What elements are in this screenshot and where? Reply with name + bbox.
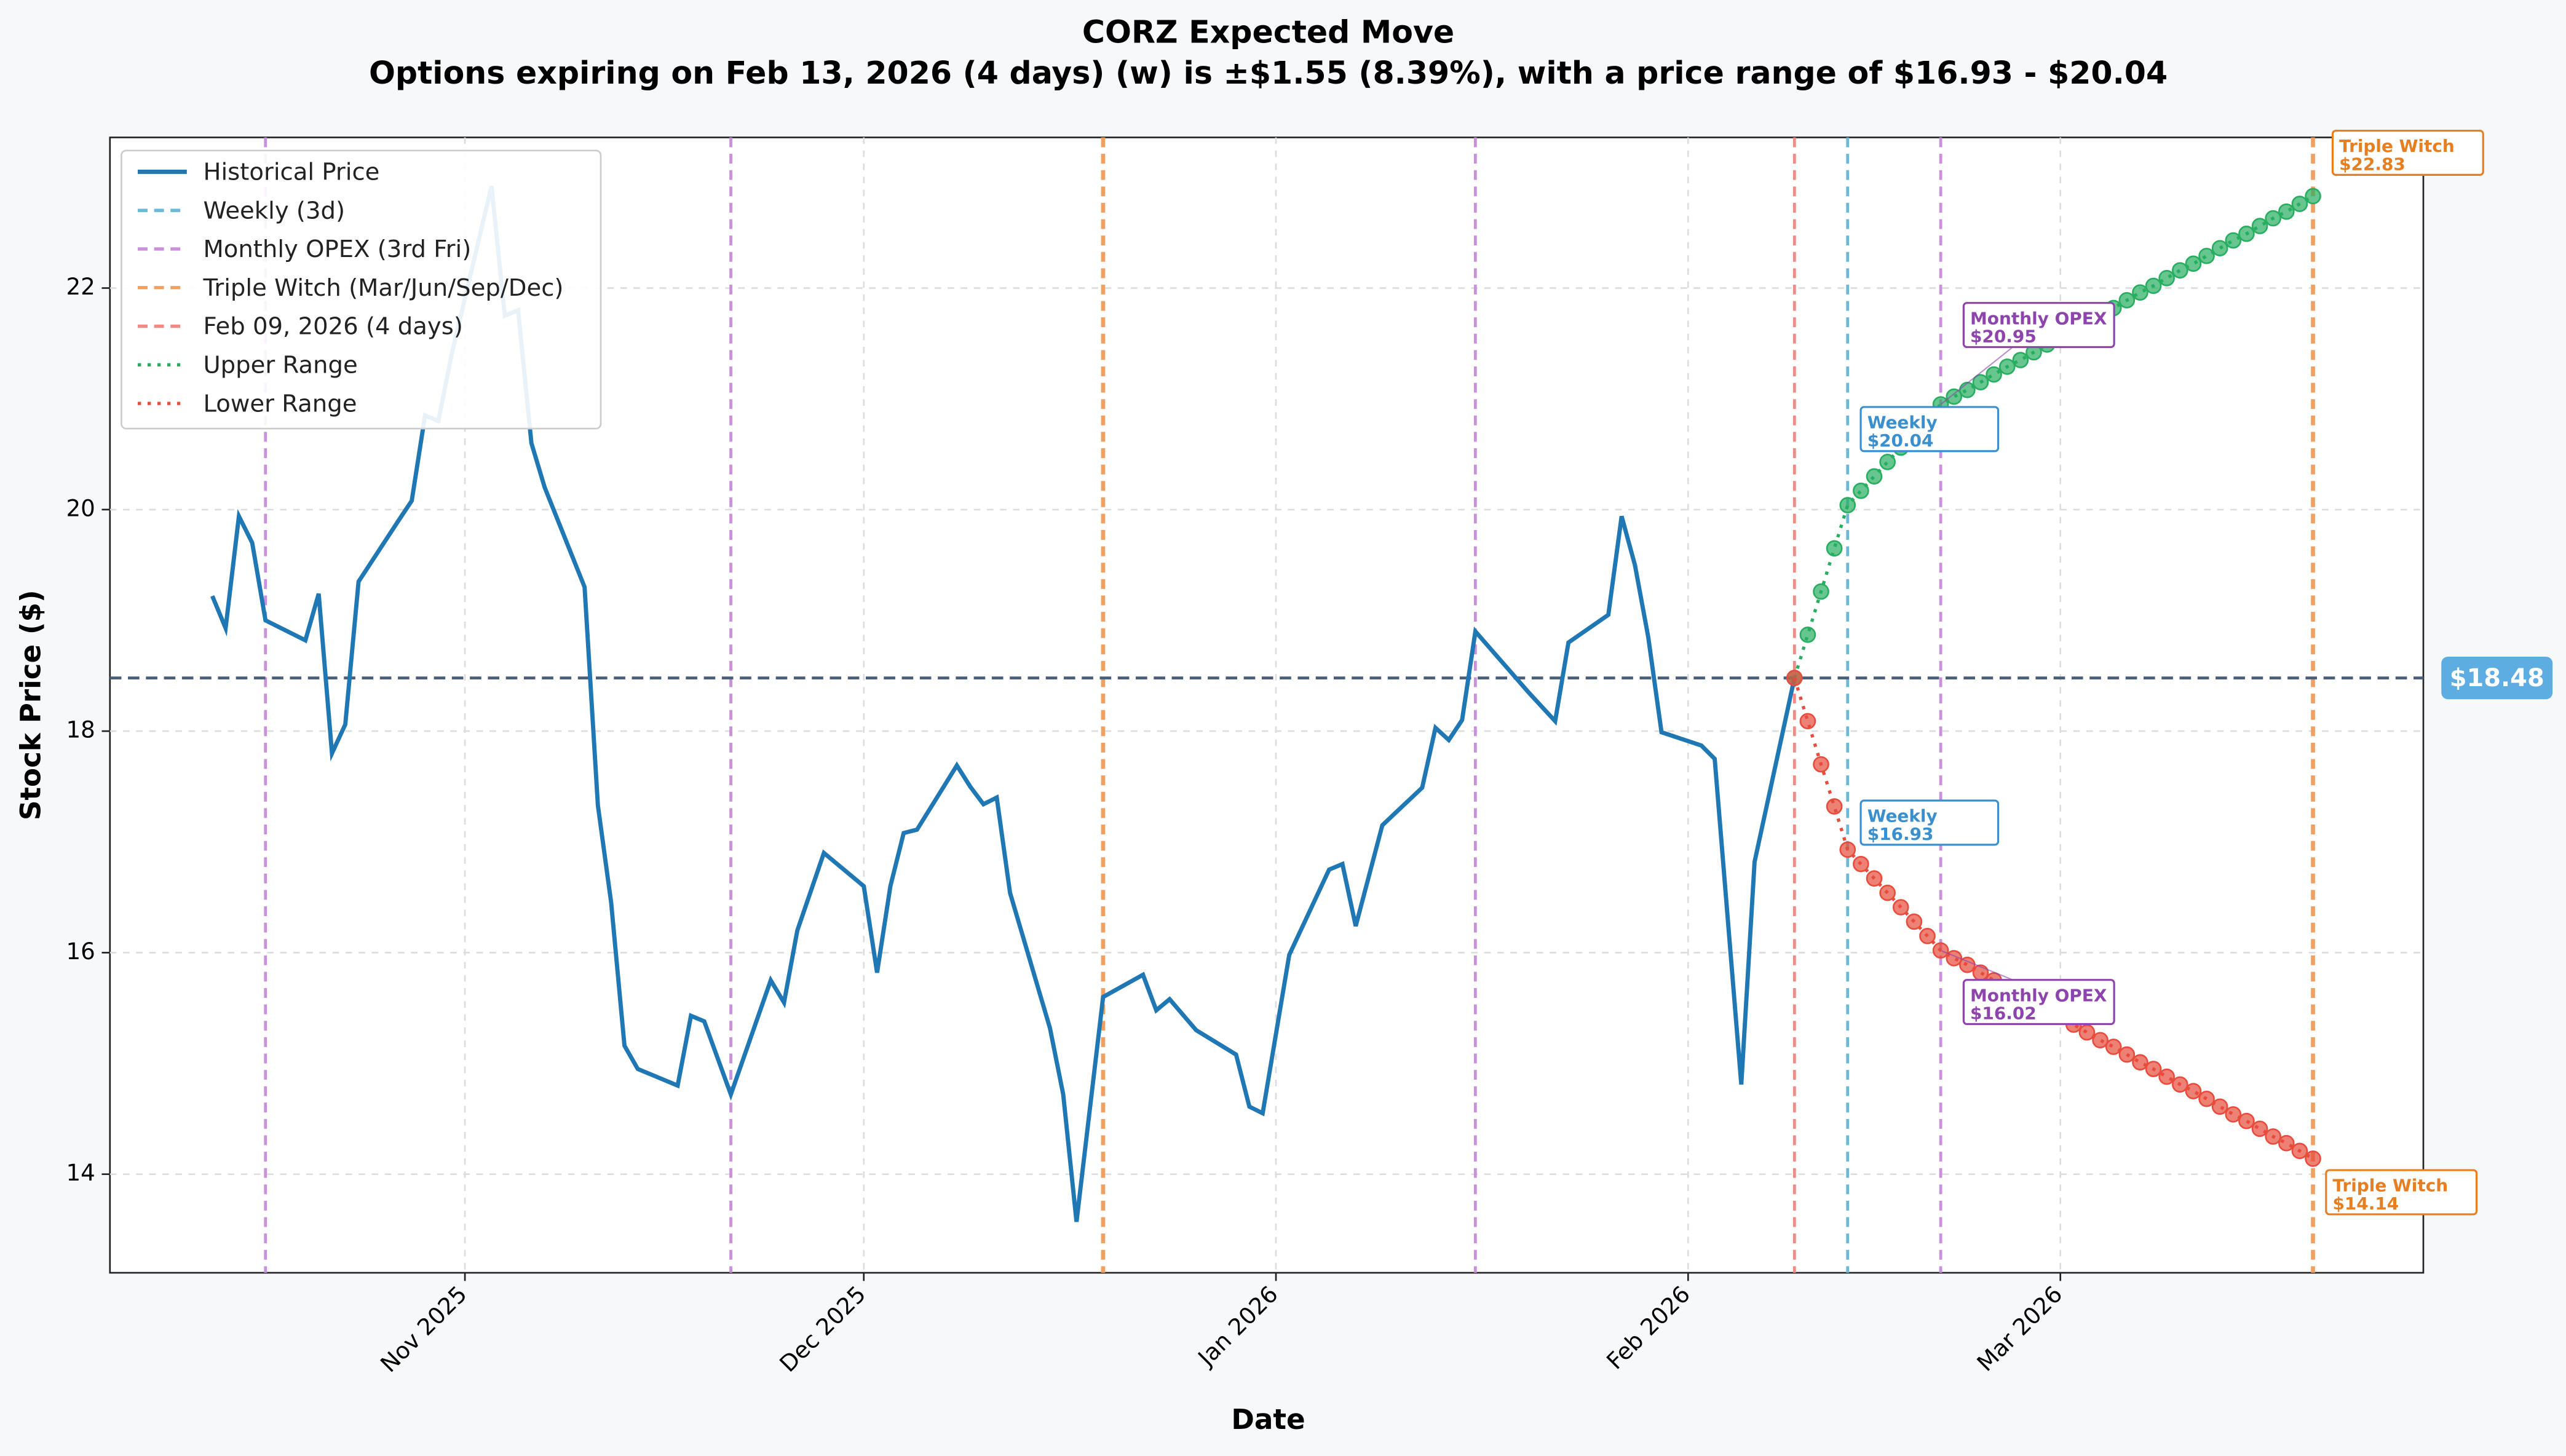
series-marker [2198,247,2215,264]
annotation-value: $14.14 [2332,1193,2399,1214]
annotation-label: Triple Witch [2339,136,2455,156]
annotation-box [1962,979,2115,1026]
series-marker [2172,262,2188,279]
x-axis-label: Date [1231,1403,1305,1436]
annotation-label: Triple Witch [2332,1176,2448,1196]
y-tick-label: 16 [66,938,95,965]
y-tick-label: 20 [66,494,95,521]
chart-subtitle: Options expiring on Feb 13, 2026 (4 days… [369,55,2168,91]
annotation-box [1962,302,2115,349]
series-marker [1826,540,1843,557]
legend-label: Upper Range [203,351,357,379]
series-marker [2092,1032,2109,1048]
series-marker [1786,670,1803,686]
annotation-value: $20.04 [1867,430,1934,451]
series-marker [2238,225,2255,242]
legend-label: Triple Witch (Mar/Jun/Sep/Dec) [202,274,563,302]
series-marker [2211,240,2228,256]
series-marker [1853,482,1869,499]
annotation-connector [1940,346,2013,405]
series-marker [1986,366,2002,383]
chart-title: CORZ Expected Move [1082,14,1454,50]
y-tick-label: 22 [66,273,95,300]
series-marker [2158,1068,2175,1085]
series-marker [2225,232,2242,249]
series-marker [1813,583,1829,600]
series-marker [1866,468,1883,485]
legend-label: Monthly OPEX (3rd Fri) [203,235,471,263]
series-marker [2305,1150,2321,1167]
y-axis-label: Stock Price ($) [15,590,47,820]
series-marker [2185,1083,2202,1099]
annotation-box [1859,406,2000,453]
legend-box [121,149,602,430]
series-marker [2105,1039,2122,1055]
series-marker [2211,1098,2228,1115]
series-marker [2185,255,2202,272]
series-marker [1853,855,1869,872]
series-marker [2291,1142,2308,1160]
series-marker [2078,1024,2096,1041]
series-marker [2225,1106,2242,1123]
series-marker [2118,292,2136,309]
series-marker [1906,913,1923,930]
series-marker [1813,756,1829,773]
legend-label: Weekly (3d) [203,197,345,224]
series-marker [2291,196,2308,212]
annotation-label: Monthly OPEX [1970,985,2107,1005]
current-price-badge [2441,657,2553,700]
series-marker [1919,928,1936,944]
annotation-label: Weekly [1867,806,1938,826]
annotation-box [2331,129,2484,176]
annotation-box [1859,799,2000,846]
legend-label: Lower Range [203,390,357,417]
series-marker [1959,381,1976,398]
series-marker [2132,284,2148,301]
series-marker [2198,1090,2215,1107]
series-marker [1946,388,1963,405]
series-marker [2158,269,2175,287]
y-tick-label: 18 [66,716,95,743]
series-marker [2238,1112,2255,1130]
series-marker [2278,1134,2295,1152]
current-price-label: $18.48 [2450,664,2544,692]
annotation-value: $16.93 [1867,824,1934,844]
annotation-label: Monthly OPEX [1970,308,2107,328]
series-marker [1826,798,1843,815]
series-marker [2265,1128,2281,1145]
series-marker [2145,277,2162,295]
legend-label: Historical Price [203,159,379,186]
series-marker [1998,358,2016,375]
annotation-value: $16.02 [1970,1003,2037,1024]
series-marker [2278,203,2295,220]
series-marker [1799,713,1816,730]
series-marker [2172,1076,2188,1093]
series-marker [2251,218,2268,234]
series-marker [2118,1046,2136,1063]
series-marker [2251,1120,2268,1138]
annotation-value: $22.83 [2339,154,2406,174]
series-marker [1879,884,1896,901]
series-marker [2265,210,2281,227]
series-marker [1972,374,1989,390]
y-tick-label: 14 [66,1159,95,1186]
annotation-value: $20.95 [1970,326,2037,347]
series-marker [1879,454,1896,470]
series-marker [1866,870,1883,887]
legend-label: Feb 09, 2026 (4 days) [203,313,462,341]
series-marker [2305,188,2321,205]
series-marker [1839,841,1856,858]
series-marker [2145,1061,2162,1077]
series-line [1792,677,2314,1160]
annotation-label: Weekly [1867,413,1938,433]
annotation-box [2325,1169,2478,1216]
series-marker [1892,899,1909,916]
annotation-connector [1940,949,2013,981]
series-marker [2012,352,2029,368]
series-marker [1799,627,1816,643]
series-marker [1839,497,1856,513]
series-marker [2132,1054,2148,1071]
